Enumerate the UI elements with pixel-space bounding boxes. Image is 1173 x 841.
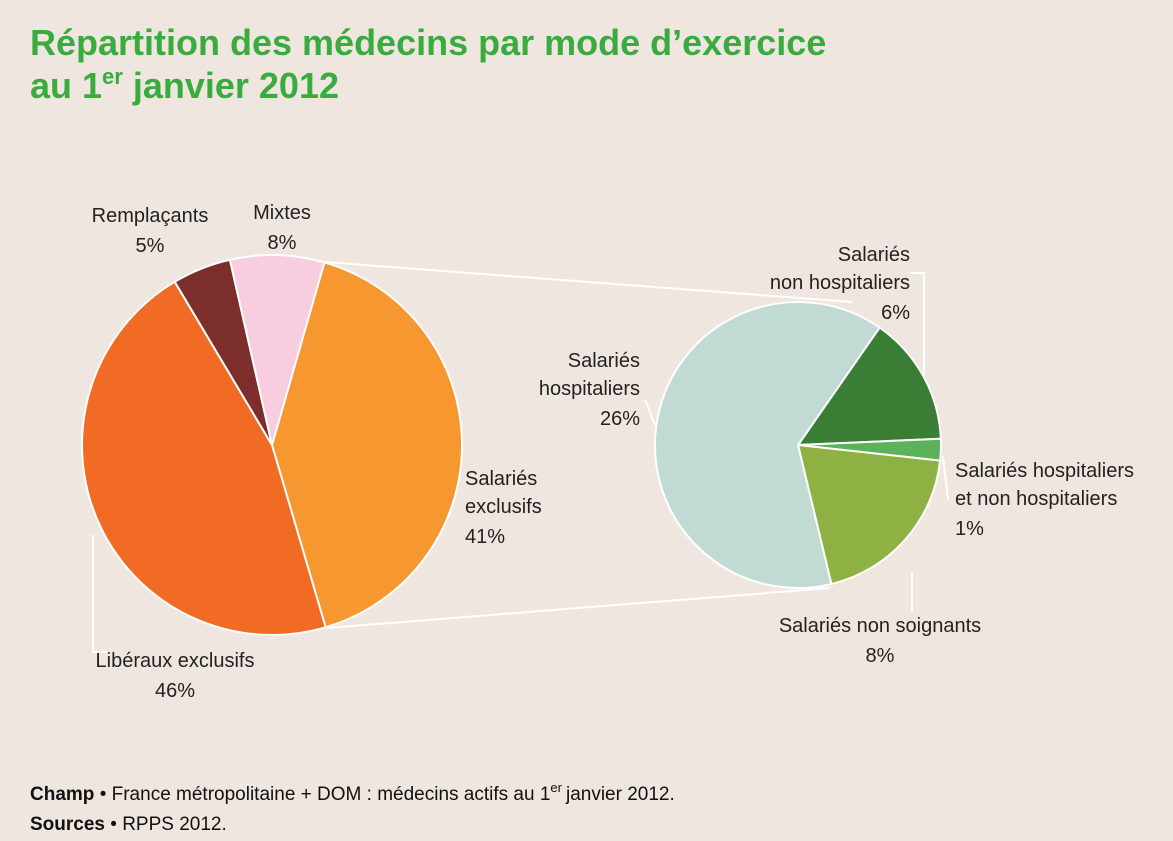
label-line: Remplaçants [92,205,209,227]
slice-label: Salariés exclusifs 41% [465,468,542,548]
label-line: Salariés [465,468,537,490]
slice-label: Salariés non hospitaliers 6% [770,244,910,324]
slice-label: Mixtes 8% [253,202,311,254]
chart-title: Répartition des médecins par mode d’exer… [30,22,826,63]
label-line: Salariés non soignants [779,615,981,637]
pie-slice [228,254,326,446]
pie-slice [796,443,942,586]
label-line: non hospitaliers [770,272,910,294]
slice-label: Salariés hospitaliers 26% [539,350,640,430]
chart-title: au 1er janvier 2012 [30,64,339,106]
label-line: exclusifs [465,496,542,518]
value-label: 46% [155,680,195,702]
label-line: et non hospitaliers [955,488,1117,510]
slice-label: Salariés hospitaliers et non hospitaliers… [955,460,1134,540]
label-line: Salariés [568,350,640,372]
pie-slice [796,326,942,447]
label-line: Libéraux exclusifs [96,650,255,672]
slice-label: Remplaçants 5% [92,205,209,257]
label-line: Salariés hospitaliers [955,460,1134,482]
pie-slice [654,301,882,589]
pie-slice [270,261,463,629]
value-label: 8% [866,645,895,667]
value-label: 26% [600,408,640,430]
slice-label: Libéraux exclusifs 46% [96,650,255,702]
note: Champ • France métropolitaine + DOM : mé… [30,780,675,805]
connectors [92,261,949,653]
note: Sources • RPPS 2012. [30,814,227,835]
value-label: 41% [465,526,505,548]
value-label: 6% [881,302,910,324]
value-label: 8% [268,232,297,254]
pie-slice [81,280,327,636]
label-line: Salariés [838,244,910,266]
label-line: Mixtes [253,202,311,224]
slice-label: Salariés non soignants 8% [779,615,981,667]
label-line: hospitaliers [539,378,640,400]
value-label: 1% [955,518,984,540]
value-label: 5% [136,235,165,257]
